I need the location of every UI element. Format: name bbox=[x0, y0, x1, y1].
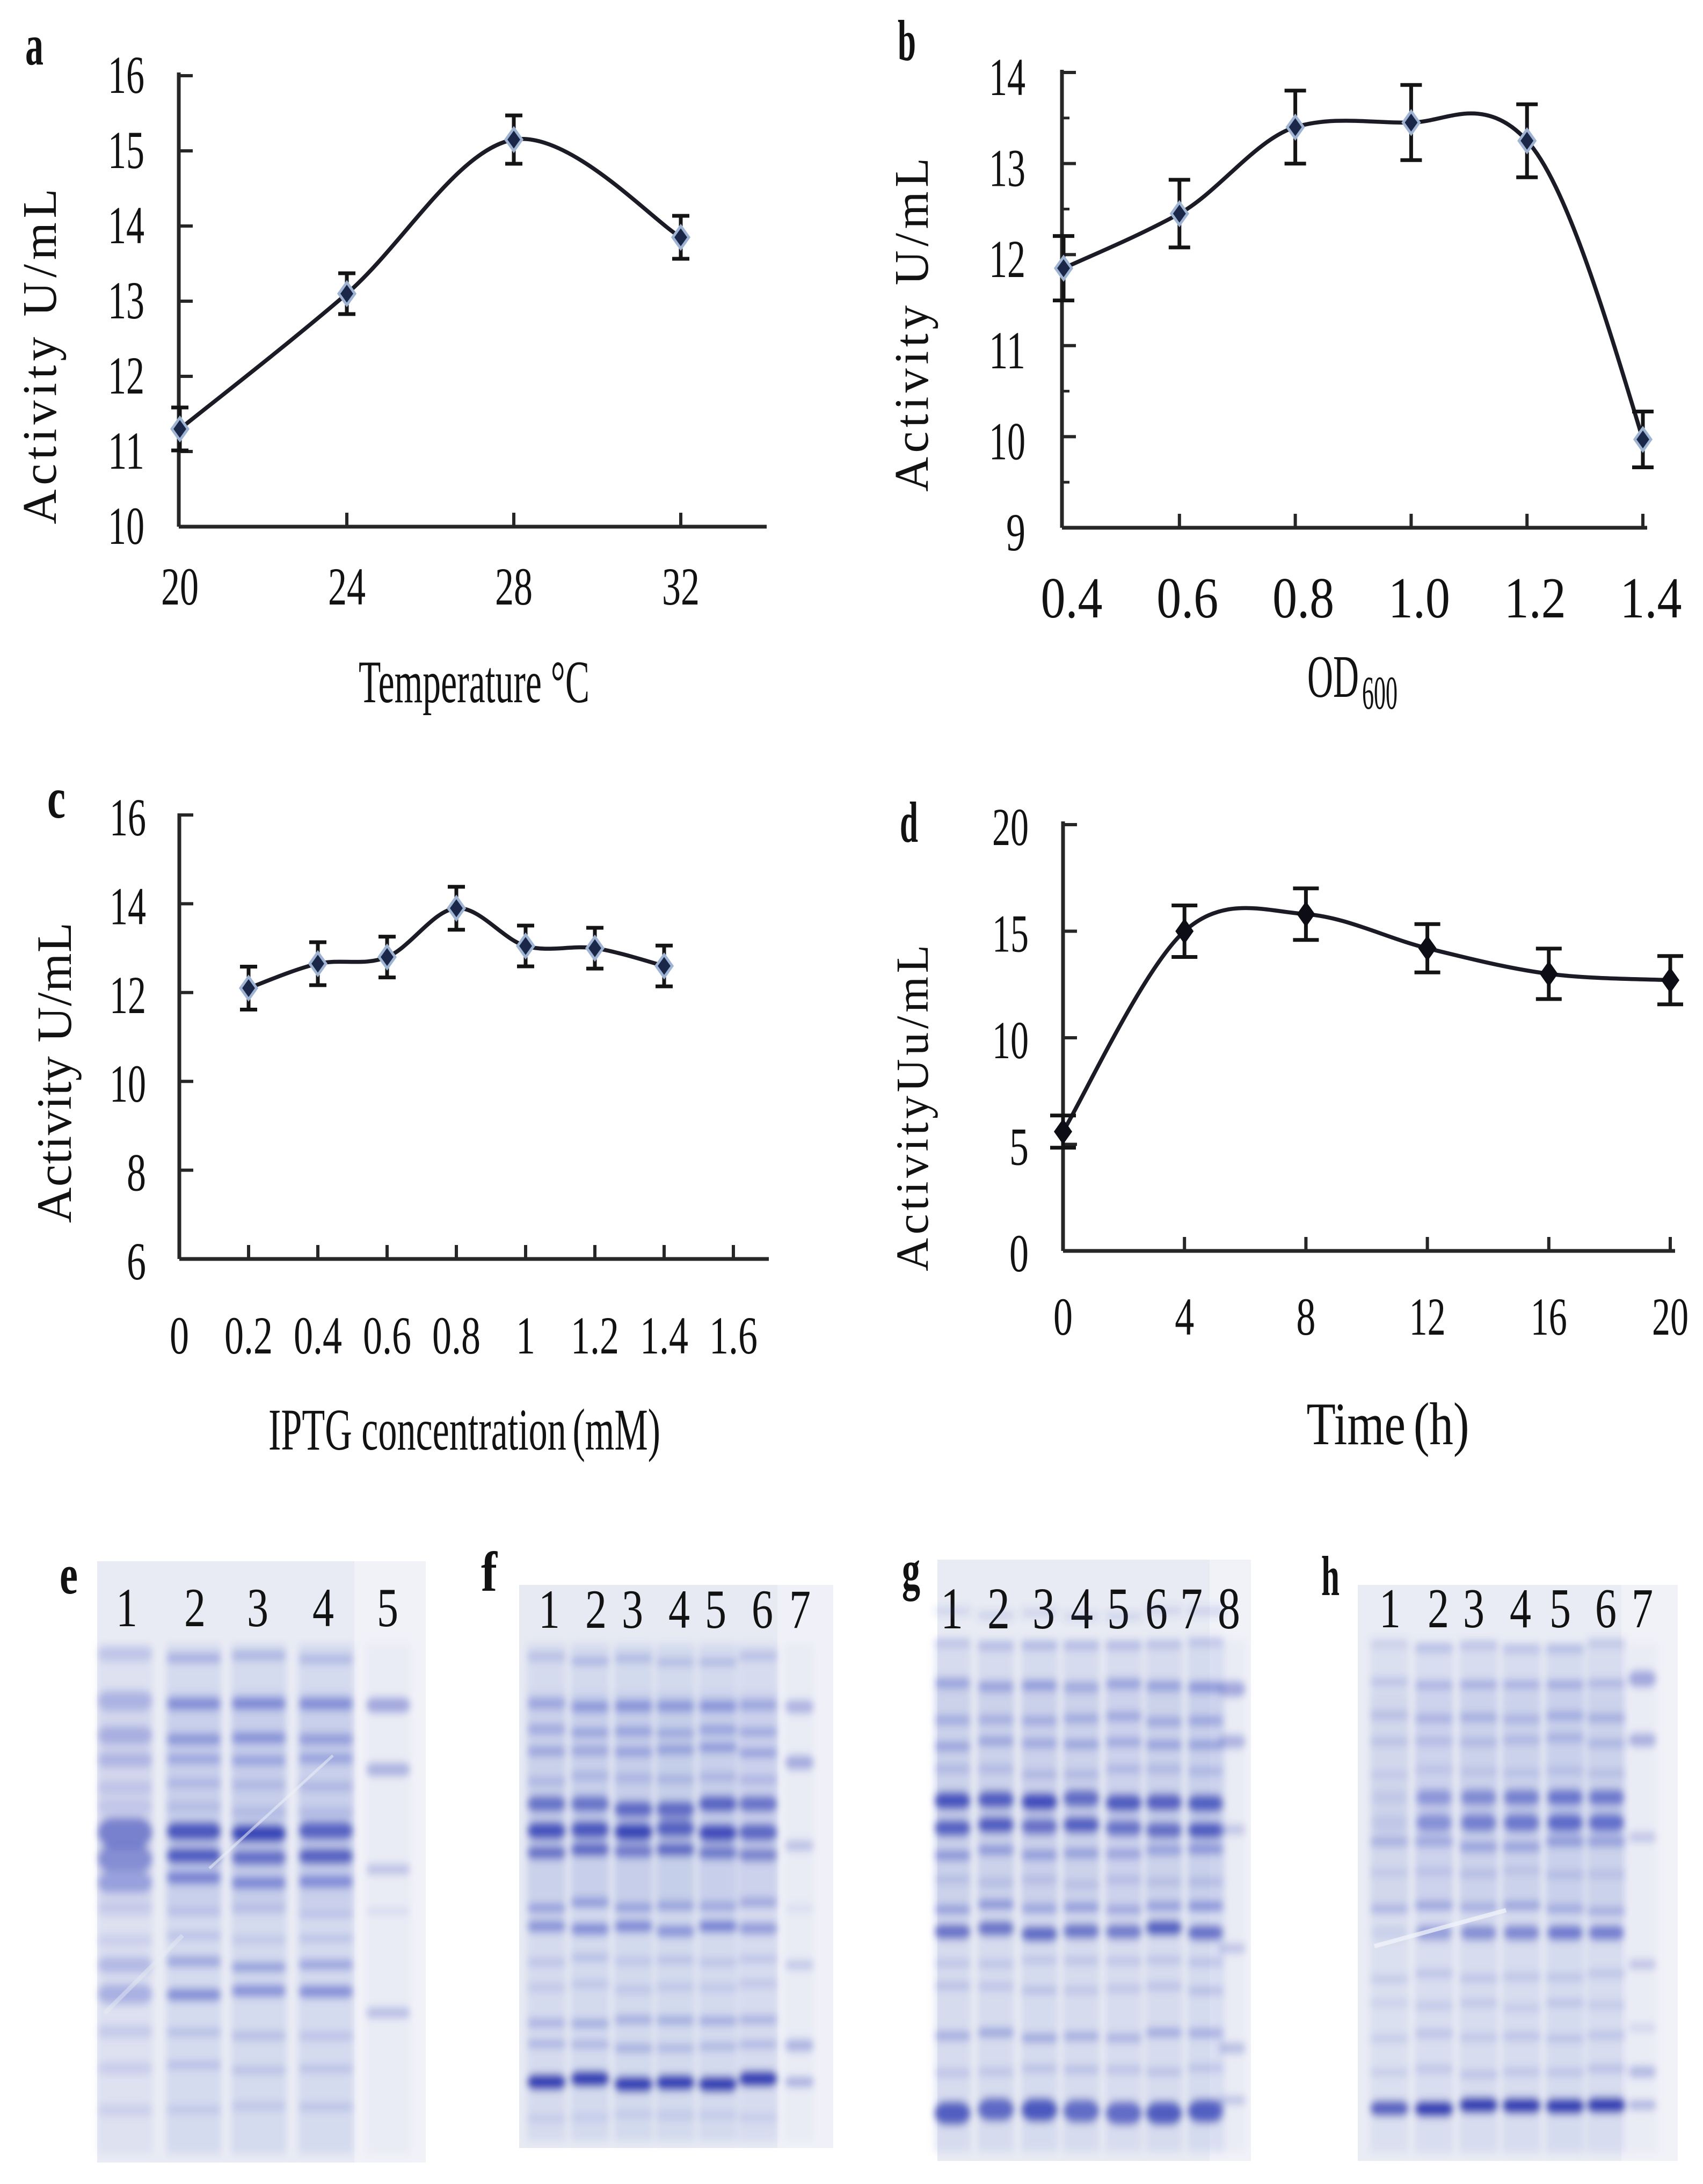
svg-text:3: 3 bbox=[1032, 1576, 1055, 1641]
svg-text:ActivityUu/mL: ActivityUu/mL bbox=[886, 945, 938, 1271]
svg-text:1.0: 1.0 bbox=[1388, 566, 1450, 630]
svg-text:1.6: 1.6 bbox=[709, 1306, 758, 1365]
svg-text:5: 5 bbox=[705, 1579, 726, 1640]
svg-text:4: 4 bbox=[1071, 1576, 1093, 1641]
svg-text:f: f bbox=[481, 1540, 498, 1603]
svg-text:12: 12 bbox=[1409, 1287, 1446, 1346]
svg-text:Activity U/mL: Activity U/mL bbox=[885, 158, 938, 492]
svg-text:4: 4 bbox=[1175, 1287, 1194, 1346]
svg-text:c: c bbox=[47, 767, 66, 831]
svg-text:2: 2 bbox=[1428, 1577, 1449, 1640]
svg-text:a: a bbox=[25, 13, 43, 77]
svg-text:0.4: 0.4 bbox=[1041, 566, 1103, 630]
svg-text:6: 6 bbox=[752, 1579, 773, 1640]
svg-text:600: 600 bbox=[1362, 667, 1398, 719]
svg-text:0: 0 bbox=[1009, 1224, 1029, 1283]
svg-text:14: 14 bbox=[108, 195, 144, 255]
svg-text:14: 14 bbox=[110, 876, 146, 936]
svg-text:3: 3 bbox=[247, 1577, 268, 1639]
svg-text:0.6: 0.6 bbox=[363, 1306, 411, 1365]
svg-text:12: 12 bbox=[989, 229, 1025, 289]
svg-text:11: 11 bbox=[989, 321, 1025, 380]
svg-text:16: 16 bbox=[110, 788, 146, 847]
svg-text:8: 8 bbox=[1296, 1287, 1315, 1346]
svg-text:IPTG concentration (mM): IPTG concentration (mM) bbox=[268, 1397, 660, 1462]
svg-text:13: 13 bbox=[108, 271, 144, 330]
svg-text:3: 3 bbox=[1463, 1577, 1484, 1640]
svg-text:Activity U/mL: Activity U/mL bbox=[13, 189, 67, 525]
svg-text:16: 16 bbox=[108, 45, 144, 105]
svg-text:g: g bbox=[902, 1539, 920, 1601]
svg-text:20: 20 bbox=[1652, 1287, 1689, 1346]
svg-text:0.2: 0.2 bbox=[224, 1306, 273, 1365]
svg-text:Time (h): Time (h) bbox=[1307, 1391, 1469, 1458]
svg-text:1: 1 bbox=[1379, 1577, 1401, 1640]
svg-text:9: 9 bbox=[1006, 503, 1025, 562]
svg-text:6: 6 bbox=[1595, 1577, 1617, 1640]
svg-text:0: 0 bbox=[1053, 1287, 1073, 1346]
svg-text:0.8: 0.8 bbox=[432, 1306, 481, 1365]
svg-text:3: 3 bbox=[622, 1579, 643, 1640]
svg-text:5: 5 bbox=[377, 1577, 398, 1639]
svg-text:1: 1 bbox=[116, 1577, 137, 1639]
svg-text:8: 8 bbox=[127, 1143, 146, 1203]
svg-text:10: 10 bbox=[992, 1010, 1029, 1070]
svg-text:24: 24 bbox=[328, 557, 366, 616]
svg-text:1.4: 1.4 bbox=[1620, 566, 1682, 630]
svg-text:Temperature °C: Temperature °C bbox=[359, 649, 590, 716]
svg-text:5: 5 bbox=[1009, 1117, 1029, 1177]
svg-text:0: 0 bbox=[170, 1306, 189, 1365]
svg-text:12: 12 bbox=[110, 965, 146, 1025]
svg-text:5: 5 bbox=[1107, 1576, 1130, 1641]
svg-text:32: 32 bbox=[662, 557, 700, 616]
svg-text:0.8: 0.8 bbox=[1272, 566, 1334, 630]
svg-text:5: 5 bbox=[1549, 1577, 1571, 1640]
svg-text:4: 4 bbox=[312, 1577, 334, 1639]
svg-text:11: 11 bbox=[108, 421, 144, 481]
svg-text:0.4: 0.4 bbox=[294, 1306, 342, 1365]
svg-text:h: h bbox=[1321, 1545, 1340, 1607]
svg-text:12: 12 bbox=[108, 346, 144, 405]
svg-text:Activity U/mL: Activity U/mL bbox=[27, 922, 82, 1223]
svg-text:d: d bbox=[900, 791, 918, 855]
svg-text:b: b bbox=[898, 9, 916, 73]
svg-text:15: 15 bbox=[108, 120, 144, 180]
svg-text:13: 13 bbox=[989, 139, 1025, 198]
svg-text:28: 28 bbox=[495, 557, 533, 616]
svg-text:20: 20 bbox=[161, 557, 199, 616]
svg-text:6: 6 bbox=[127, 1232, 146, 1291]
svg-text:1.2: 1.2 bbox=[571, 1306, 619, 1365]
svg-text:20: 20 bbox=[992, 797, 1029, 857]
svg-text:2: 2 bbox=[184, 1577, 206, 1639]
svg-text:2: 2 bbox=[585, 1579, 607, 1640]
svg-text:1.2: 1.2 bbox=[1504, 566, 1566, 630]
svg-text:e: e bbox=[60, 1543, 78, 1606]
svg-text:15: 15 bbox=[992, 904, 1029, 964]
svg-text:1: 1 bbox=[516, 1306, 535, 1365]
svg-text:10: 10 bbox=[110, 1054, 146, 1113]
svg-text:10: 10 bbox=[989, 411, 1025, 471]
svg-text:4: 4 bbox=[668, 1579, 690, 1640]
svg-text:0.6: 0.6 bbox=[1156, 566, 1218, 630]
svg-text:OD: OD bbox=[1307, 644, 1359, 710]
svg-text:7: 7 bbox=[1632, 1577, 1653, 1640]
svg-text:14: 14 bbox=[989, 47, 1025, 107]
svg-text:7: 7 bbox=[789, 1579, 811, 1640]
svg-text:1: 1 bbox=[538, 1579, 560, 1640]
svg-text:2: 2 bbox=[987, 1576, 1010, 1641]
svg-text:16: 16 bbox=[1531, 1287, 1567, 1346]
svg-text:1.4: 1.4 bbox=[640, 1306, 688, 1365]
svg-text:4: 4 bbox=[1510, 1577, 1531, 1640]
svg-text:10: 10 bbox=[108, 496, 144, 556]
